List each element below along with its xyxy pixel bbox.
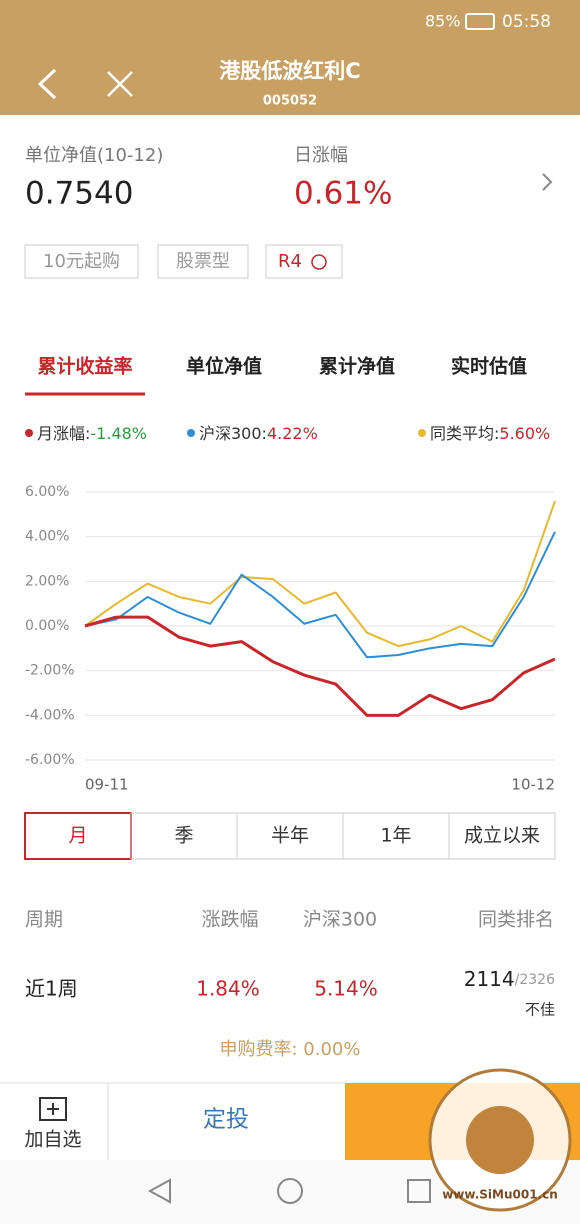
fund-code: 005052 [263, 94, 317, 109]
period[interactable]: 月 [68, 825, 87, 847]
watch-button[interactable]: 加自选 [24, 1129, 81, 1151]
period[interactable]: 1年 [380, 825, 411, 847]
y-tick-label: 0.00% [25, 618, 69, 634]
rank-cell: 2114/2326 [464, 967, 555, 991]
series-line [84, 531, 556, 659]
tag: R4 [278, 251, 302, 272]
tab[interactable]: 累计净值 [319, 355, 395, 378]
tag-box [265, 244, 343, 279]
legend-change: 5.60% [499, 424, 550, 443]
tab[interactable]: 累计收益率 [37, 355, 132, 378]
close-button[interactable] [107, 71, 133, 97]
index-cell: 5.14% [314, 977, 378, 1001]
tag-box [24, 244, 139, 279]
series-line [84, 500, 556, 648]
change-value: 0.61% [294, 176, 392, 212]
y-tick-label: -6.00% [25, 752, 75, 768]
nav-label: 单位净值(10-12) [25, 145, 163, 166]
table-header: 沪深300 [303, 909, 377, 931]
period-cell: 近1周 [25, 977, 78, 1001]
table-header: 涨跌幅 [201, 909, 258, 931]
legend-name: 沪深300: [199, 424, 267, 443]
tag-box [157, 244, 249, 279]
period[interactable]: 季 [174, 825, 193, 847]
change-label: 日涨幅 [294, 145, 348, 166]
period[interactable]: 成立以来 [464, 825, 540, 847]
watermark-text: www.SiMu001.cn [442, 1188, 558, 1202]
change-cell: 1.84% [196, 977, 260, 1001]
period-box[interactable] [448, 812, 556, 860]
nav-back[interactable] [147, 1178, 171, 1204]
battery-icon [465, 13, 495, 30]
y-tick-label: 4.00% [25, 529, 69, 545]
back-button[interactable] [37, 68, 57, 100]
tab[interactable]: 实时估值 [451, 355, 527, 378]
invest-button[interactable]: 定投 [203, 1107, 249, 1133]
period[interactable]: 半年 [271, 825, 309, 847]
legend-name: 月涨幅: [37, 424, 90, 443]
legend-dot [418, 429, 426, 437]
nav-recent[interactable] [407, 1179, 431, 1203]
y-tick-label: -4.00% [25, 707, 75, 723]
tab[interactable]: 单位净值 [186, 355, 262, 378]
fund-title: 港股低波红利C [219, 59, 360, 83]
rank-note: 不佳 [525, 1001, 555, 1019]
nav-value: 0.7540 [25, 176, 133, 212]
tag: 股票型 [176, 251, 230, 272]
nav-home[interactable] [277, 1178, 303, 1204]
watermark-logo [466, 1106, 534, 1174]
rank-part: /2326 [515, 972, 555, 988]
table-header: 同类排名 [478, 909, 554, 931]
watch-plus [47, 1103, 59, 1115]
rank-part: 2114 [464, 967, 515, 991]
y-tick-label: 2.00% [25, 573, 69, 589]
tag: 10元起购 [43, 251, 120, 272]
clock: 05:58 [502, 12, 551, 32]
info-icon [311, 254, 327, 270]
series-line [84, 615, 556, 717]
y-tick-label: 6.00% [25, 484, 69, 500]
legend-entry: 月涨幅:-1.48% [37, 424, 147, 443]
legend-dot [25, 429, 33, 437]
battery: 85% [425, 12, 461, 31]
y-tick-label: -2.00% [25, 663, 75, 679]
legend-change: 4.22% [267, 424, 318, 443]
x-tick-label: 10-12 [511, 776, 555, 794]
watch-icon [39, 1097, 67, 1121]
legend-entry: 沪深300:4.22% [199, 424, 318, 443]
detail-arrow[interactable] [542, 173, 553, 191]
legend-dot [187, 429, 195, 437]
legend-entry: 同类平均:5.60% [430, 424, 550, 443]
x-tick-label: 09-11 [85, 776, 129, 794]
header-bg [0, 0, 580, 115]
fee: 申购费率: 0.00% [220, 1039, 361, 1060]
legend-change: -1.48% [90, 424, 147, 443]
legend-name: 同类平均: [430, 424, 499, 443]
table-header: 周期 [25, 909, 63, 931]
